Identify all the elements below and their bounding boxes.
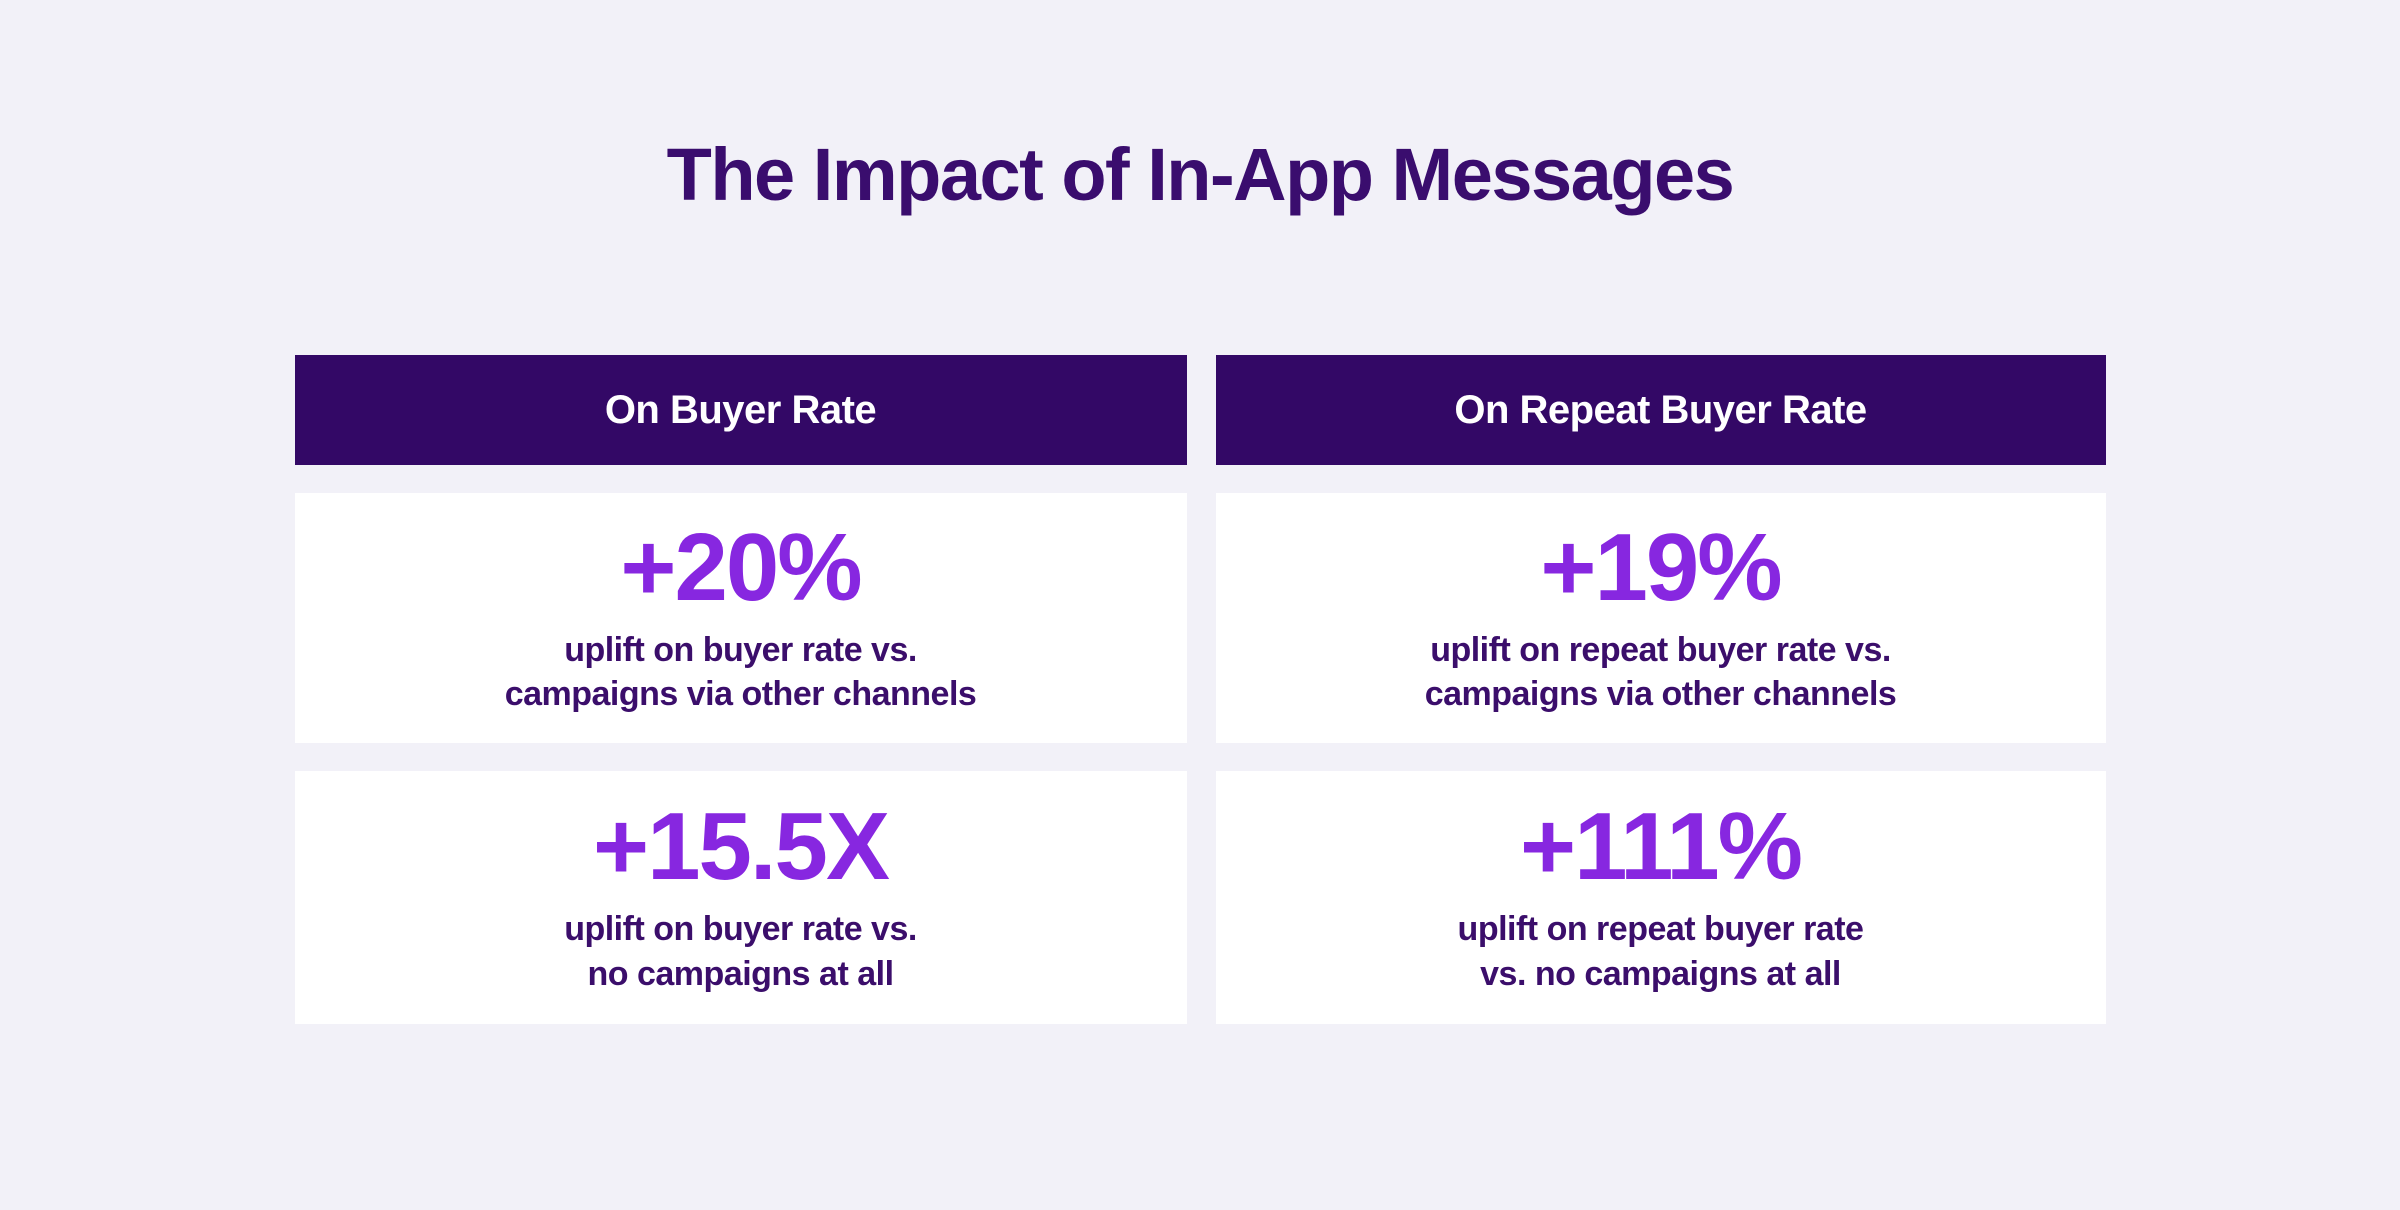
column-header-repeat-buyer-rate: On Repeat Buyer Rate [1215, 355, 2106, 465]
stat-caption: uplift on buyer rate vs. no campaigns at… [564, 907, 917, 995]
stat-caption: uplift on repeat buyer rate vs. no campa… [1458, 907, 1864, 995]
stat-caption-line-1: uplift on buyer rate vs. [564, 910, 917, 949]
stat-caption-line-2: vs. no campaigns at all [1480, 954, 1841, 993]
stat-caption-line-1: uplift on repeat buyer rate [1457, 910, 1864, 949]
stat-caption: uplift on repeat buyer rate vs. campaign… [1425, 628, 1897, 716]
stat-card-buyer-rate-vs-no-campaigns: +15.5X uplift on buyer rate vs. no campa… [294, 771, 1187, 1024]
stats-grid: On Buyer Rate +20% uplift on buyer rate … [294, 355, 2106, 1024]
stat-value: +111% [1520, 793, 1803, 901]
column-header-label: On Buyer Rate [604, 387, 877, 432]
stat-caption-line-2: campaigns via other channels [1424, 675, 1897, 713]
stat-value: +20% [620, 513, 862, 621]
stat-card-repeat-buyer-rate-vs-other-channels: +19% uplift on repeat buyer rate vs. cam… [1215, 493, 2106, 743]
stat-caption: uplift on buyer rate vs. campaigns via o… [505, 628, 977, 716]
column-header-buyer-rate: On Buyer Rate [294, 355, 1187, 465]
stat-caption-line-2: campaigns via other channels [504, 675, 977, 713]
stat-card-repeat-buyer-rate-vs-no-campaigns: +111% uplift on repeat buyer rate vs. no… [1215, 771, 2106, 1024]
stat-card-buyer-rate-vs-other-channels: +20% uplift on buyer rate vs. campaigns … [294, 493, 1187, 743]
stat-caption-line-1: uplift on buyer rate vs. [564, 630, 917, 669]
stat-value: +19% [1540, 513, 1782, 621]
column-header-label: On Repeat Buyer Rate [1454, 387, 1867, 432]
stat-caption-line-1: uplift on repeat buyer rate vs. [1430, 630, 1891, 669]
stat-value: +15.5X [593, 793, 890, 901]
stat-caption-line-2: no campaigns at all [587, 954, 894, 993]
page-title: The Impact of In-App Messages [666, 133, 1735, 216]
